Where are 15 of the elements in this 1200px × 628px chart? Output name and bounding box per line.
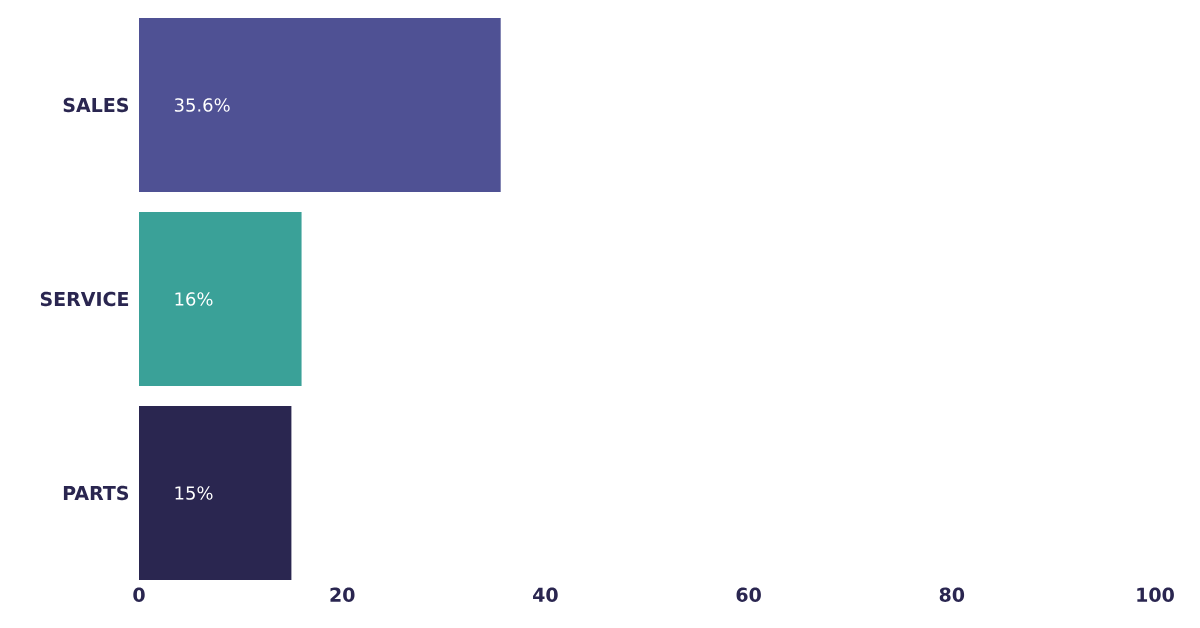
x-tick-label: 60	[736, 587, 761, 602]
x-tick-label: 80	[939, 587, 965, 602]
y-tick-label: SALES	[63, 97, 129, 113]
data-label: 15%	[175, 486, 213, 500]
x-tick-label: 40	[533, 587, 558, 602]
data-label: 35.6%	[174, 98, 230, 112]
data-label: 16%	[175, 292, 213, 306]
bar	[139, 212, 302, 386]
x-tick-label: 0	[133, 587, 145, 602]
y-tick-label: PARTS	[63, 485, 129, 501]
y-tick-label: SERVICE	[40, 291, 129, 307]
x-tick-label: 100	[1137, 587, 1174, 602]
bar	[139, 405, 292, 580]
x-tick-label: 20	[330, 587, 355, 602]
bar	[139, 17, 501, 192]
